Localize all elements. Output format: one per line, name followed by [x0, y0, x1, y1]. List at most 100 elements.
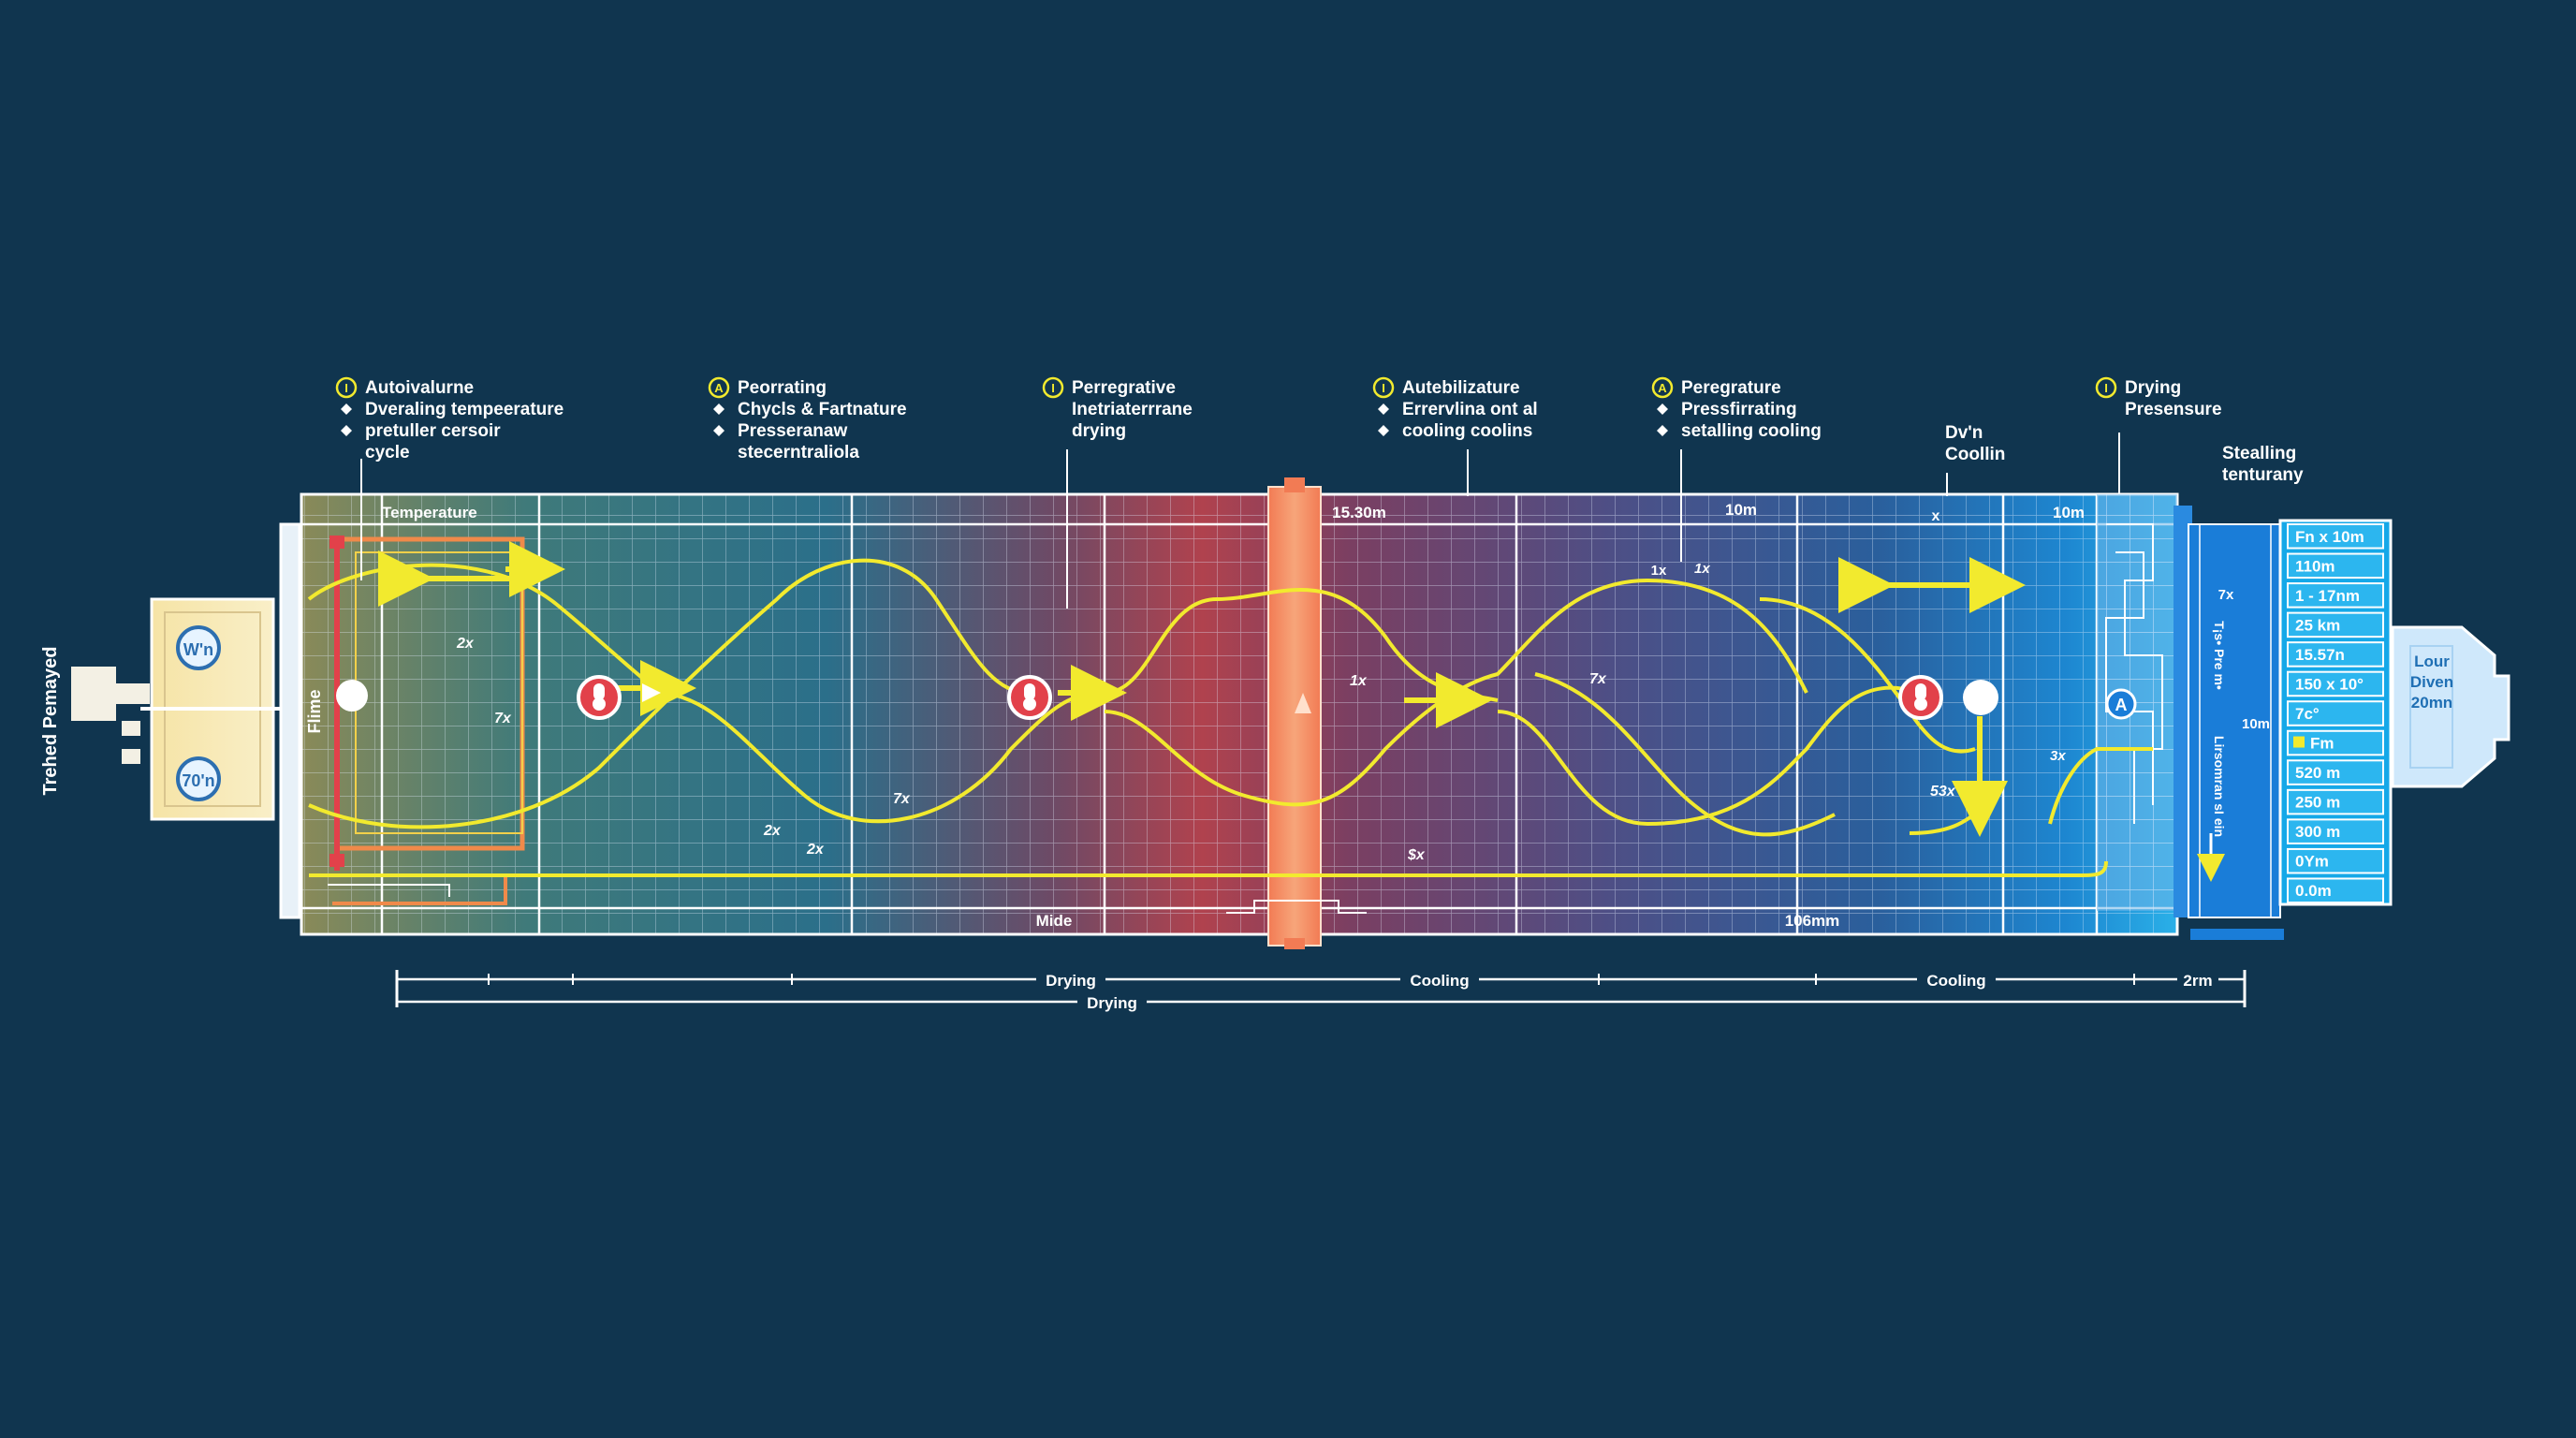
multiplier-labels: 2x 7x 2x 2x 7x 1x 7x $x 53x 3x 1x	[456, 561, 2066, 863]
dimension-label: 10m	[2053, 504, 2085, 521]
callout-line: cycle	[365, 443, 410, 462]
svg-text:A: A	[1658, 381, 1667, 395]
callout-badge-icon: I	[1042, 376, 1064, 399]
temperature-sensor-icon	[1898, 675, 1943, 720]
bullet-icon	[341, 425, 352, 436]
spec-value: 25 km	[2295, 616, 2340, 634]
node-icon	[336, 680, 368, 712]
spec-value: Fn x 10m	[2295, 528, 2364, 546]
mid-label: Mide	[1036, 912, 1073, 930]
multiplier-label: 7x	[893, 791, 911, 807]
multiplier-label: 2x	[806, 842, 825, 858]
multiplier-label: $x	[1407, 847, 1426, 863]
spec-value: 1 - 17nm	[2295, 587, 2360, 605]
bullet-icon	[1378, 404, 1389, 415]
callout-line: Stealling	[2222, 444, 2296, 463]
spec-cell	[2287, 552, 2384, 580]
panel-vertical-label: Lirsomran sI ein	[2212, 736, 2227, 837]
bullet-icon	[341, 404, 352, 415]
left-inlet-unit: W'n 70'n	[71, 522, 301, 919]
callout-line: setalling cooling	[1681, 421, 1822, 441]
callout-line: Presseranaw	[738, 421, 847, 441]
svg-text:A: A	[714, 381, 724, 395]
panel-small-label: 7x	[2218, 587, 2234, 603]
panel-small-label: 10m	[2242, 716, 2270, 732]
spec-cell	[2287, 700, 2384, 726]
right-outlet-unit: Lour Diven 20mn	[2391, 625, 2510, 788]
process-callout: A Peorrating Chycls & Fartnature Presserana…	[708, 376, 907, 462]
callout-line: Drying	[2125, 378, 2181, 398]
bottom-dimension-label: 106mm	[1785, 912, 1840, 930]
outlet-label: 20mn	[2411, 694, 2452, 712]
timeline-label: Cooling	[1926, 972, 1985, 990]
temperature-sensor-icon	[1007, 675, 1052, 720]
bullet-icon	[1378, 425, 1389, 436]
gauge-icon	[176, 756, 221, 801]
spec-value: 110m	[2295, 557, 2335, 575]
spec-value: 15.57n	[2295, 646, 2345, 664]
multiplier-label: 7x	[1589, 671, 1607, 687]
process-callout: I Autebilizature Errervlina ont al cooling …	[1372, 376, 1538, 496]
marker-label: 1x	[1651, 563, 1667, 579]
svg-text:A: A	[2115, 696, 2128, 714]
marker-label: x	[1932, 508, 1940, 524]
callout-badge-icon: I	[335, 376, 358, 399]
spec-value: 300 m	[2295, 823, 2340, 841]
side-label: Trehed Pemayed	[40, 647, 61, 796]
callout-line: Inetriaterrrane	[1072, 400, 1193, 419]
spec-value: 250 m	[2295, 794, 2340, 812]
outlet-label: Lour	[2414, 653, 2450, 670]
timeline: Drying Cooling Cooling 2rm Drying	[395, 970, 2247, 1012]
bullet-icon	[713, 425, 724, 436]
spec-cell	[2287, 523, 2384, 550]
process-callout: Stealling tenturany	[2222, 444, 2304, 485]
timeline-label: Drying	[1087, 994, 1137, 1012]
spec-cell	[2287, 582, 2384, 609]
callout-line: Perregrative	[1072, 378, 1176, 398]
spec-value: 7c°	[2295, 705, 2320, 723]
svg-text:I: I	[2104, 381, 2108, 395]
dimension-label: 15.30m	[1332, 504, 1386, 521]
callout-badge-icon: A	[1651, 376, 1674, 399]
status-swatch-icon	[2293, 736, 2305, 748]
process-callout: I Drying Presensure	[2095, 376, 2222, 494]
gauge-top-label: W'n	[183, 640, 213, 659]
process-callout: I Autoivalurne Dveraling tempeerature pretu…	[335, 376, 564, 580]
multiplier-label: 3x	[2050, 748, 2066, 764]
spec-table: Fn x 10m 110m 1 - 17nm 25 km 15.57n 150 x 10°…	[2278, 519, 2393, 906]
arrow-icon	[1295, 693, 1311, 713]
panel-vertical-label: T¡s• Pre m•	[2212, 621, 2227, 690]
callout-line: Autebilizature	[1402, 378, 1520, 398]
callout-line: tenturany	[2222, 465, 2304, 485]
temperature-sensor-icon	[577, 675, 622, 720]
timeline-label: Cooling	[1410, 972, 1469, 990]
callout-group: I Autoivalurne Dveraling tempeerature pretu…	[335, 376, 2304, 609]
timeline-label: Drying	[1046, 972, 1096, 990]
spec-cell	[2287, 611, 2384, 638]
spec-value: 520 m	[2295, 764, 2340, 782]
spec-cell	[2287, 847, 2384, 874]
spec-cell	[2287, 877, 2384, 904]
callout-line: Coollin	[1945, 445, 2005, 464]
process-callout: I Perregrative Inetriaterrrane drying	[1042, 376, 1193, 609]
spec-cell	[2287, 788, 2384, 815]
node-a-icon	[2105, 688, 2137, 720]
multiplier-label: 1x	[1350, 673, 1368, 689]
bullet-icon	[713, 404, 724, 415]
svg-text:I: I	[1382, 381, 1385, 395]
node-icon	[1963, 680, 1998, 715]
hot-zone-band	[1226, 477, 1367, 949]
spec-value: 150 x 10°	[2295, 675, 2364, 693]
callout-badge-icon: I	[2095, 376, 2117, 399]
temperature-label: Temperature	[382, 504, 477, 521]
callout-badge-icon: I	[1372, 376, 1395, 399]
process-callout: A Peregrature Pressfirrating setalling cool…	[1651, 376, 1822, 562]
callout-line: drying	[1072, 421, 1126, 441]
dimension-label: 10m	[1725, 501, 1757, 519]
callout-line: cooling coolins	[1402, 421, 1532, 441]
callout-line: Errervlina ont al	[1402, 400, 1538, 419]
callout-line: pretuller cersoir	[365, 421, 501, 441]
callout-line: Autoivalurne	[365, 378, 474, 398]
markers: A	[336, 675, 2137, 720]
